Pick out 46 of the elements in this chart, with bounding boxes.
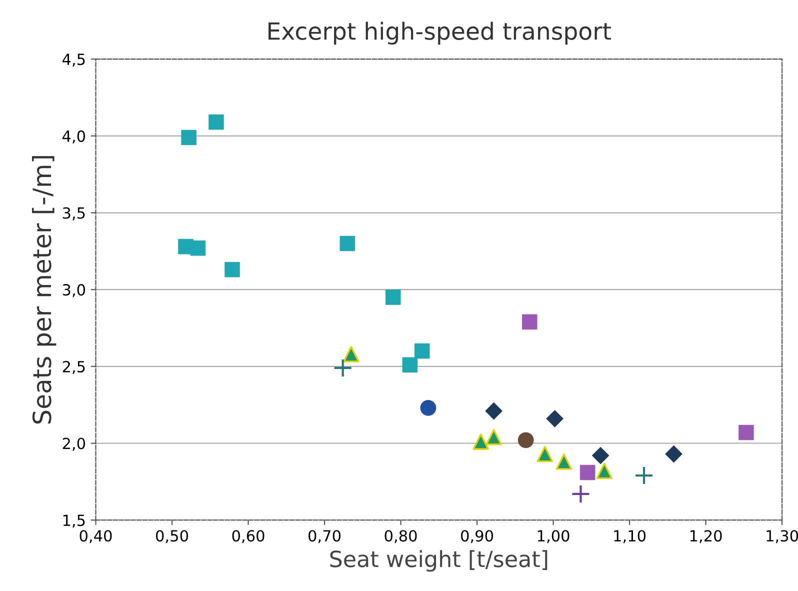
point [208,114,224,130]
point [414,343,430,359]
point [580,464,596,480]
point [190,240,206,256]
point [596,462,612,480]
x-tick-label: 0,40 [80,530,112,544]
point [181,130,196,146]
point [546,410,564,428]
y-tick-label: 2,5 [62,360,85,374]
point [343,346,360,362]
point [634,466,654,486]
point [592,446,610,464]
point [224,262,240,278]
x-tick-label: 0,60 [232,530,264,544]
point [518,432,534,448]
point [472,434,489,450]
chart-title: Excerpt high-speed transport [268,22,612,45]
y-tick-label: 3,5 [62,207,85,220]
point [485,402,502,420]
point [340,236,356,252]
y-tick-label: 2,0 [62,438,86,451]
x-tick-label: 1,00 [538,530,570,544]
y-tick-label: 3,0 [62,284,86,298]
point [420,400,436,416]
point [665,445,682,463]
x-tick-label: 1,20 [690,530,722,544]
point [536,446,554,462]
point [556,454,572,470]
y-axis-title: Seats per meter [-/m] [32,156,56,424]
y-tick-label: 4,0 [62,130,86,144]
x-tick-label: 0,70 [308,530,341,544]
x-tick-label: 0,90 [461,530,494,544]
point [486,428,502,446]
x-tick-label: 1,10 [614,530,646,544]
point [522,314,538,330]
point [571,484,590,504]
x-tick-label: 0,80 [384,530,417,544]
point [333,358,352,378]
x-axis-title: Seat weight [t/seat] [330,550,548,572]
y-tick-label: 1,5 [63,514,85,528]
point [738,424,754,440]
x-tick-label: 1,30 [766,530,798,544]
y-tick-label: 4,5 [62,54,85,67]
point [386,290,401,305]
point [402,357,418,373]
x-tick-label: 0,50 [156,530,188,544]
